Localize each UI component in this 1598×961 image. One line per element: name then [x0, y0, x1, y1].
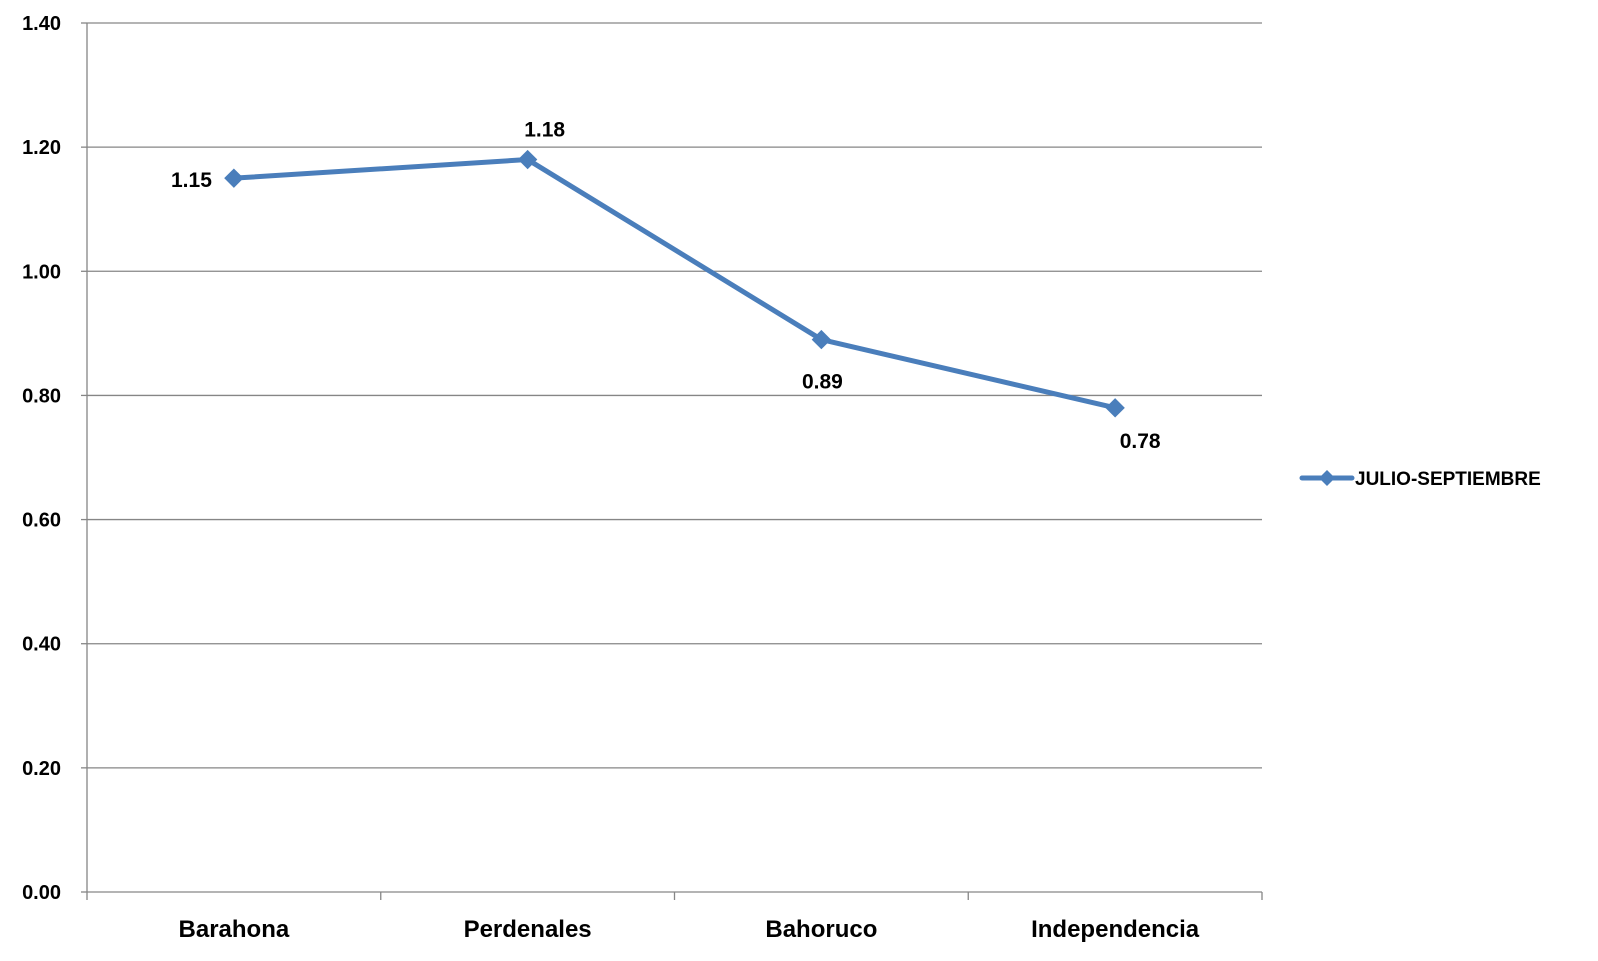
data-point-marker: [517, 149, 538, 170]
x-category-labels: Barahona Perdenales Bahoruco Independencia: [179, 916, 1200, 943]
y-tick-label: 0.60: [22, 510, 61, 532]
x-category-label: Independencia: [1031, 916, 1200, 943]
legend: JULIO-SEPTIEMBRE: [1299, 469, 1541, 490]
legend-label: JULIO-SEPTIEMBRE: [1355, 469, 1541, 490]
gridlines: [87, 22, 1262, 769]
y-tick-label: 0.00: [22, 882, 61, 904]
series-markers: [224, 149, 1125, 418]
data-labels: 1.15 1.18 0.89 0.78: [171, 119, 1161, 453]
axes: [81, 22, 1263, 900]
y-tick-label: 1.40: [22, 13, 61, 35]
data-point-marker: [1105, 398, 1125, 418]
y-tick-label: 0.80: [22, 385, 61, 407]
data-label: 1.18: [524, 119, 565, 142]
y-tick-label: 1.20: [22, 137, 61, 159]
x-category-label: Perdenales: [464, 916, 592, 943]
series-line: [231, 157, 1118, 411]
y-tick-label: 1.00: [22, 261, 61, 283]
data-label: 1.15: [171, 169, 212, 192]
legend-marker: [1319, 470, 1335, 486]
x-category-label: Bahoruco: [765, 916, 877, 943]
data-label: 0.78: [1120, 430, 1161, 453]
data-point-marker: [811, 329, 832, 350]
y-tick-labels: 0.00 0.20 0.40 0.60 0.80 1.00 1.20 1.40: [22, 13, 61, 904]
data-label: 0.89: [802, 371, 843, 394]
x-category-label: Barahona: [179, 916, 290, 943]
y-tick-label: 0.40: [22, 634, 61, 656]
series-lines: [231, 157, 1118, 411]
data-point-marker: [224, 168, 244, 188]
y-tick-label: 0.20: [22, 758, 61, 780]
